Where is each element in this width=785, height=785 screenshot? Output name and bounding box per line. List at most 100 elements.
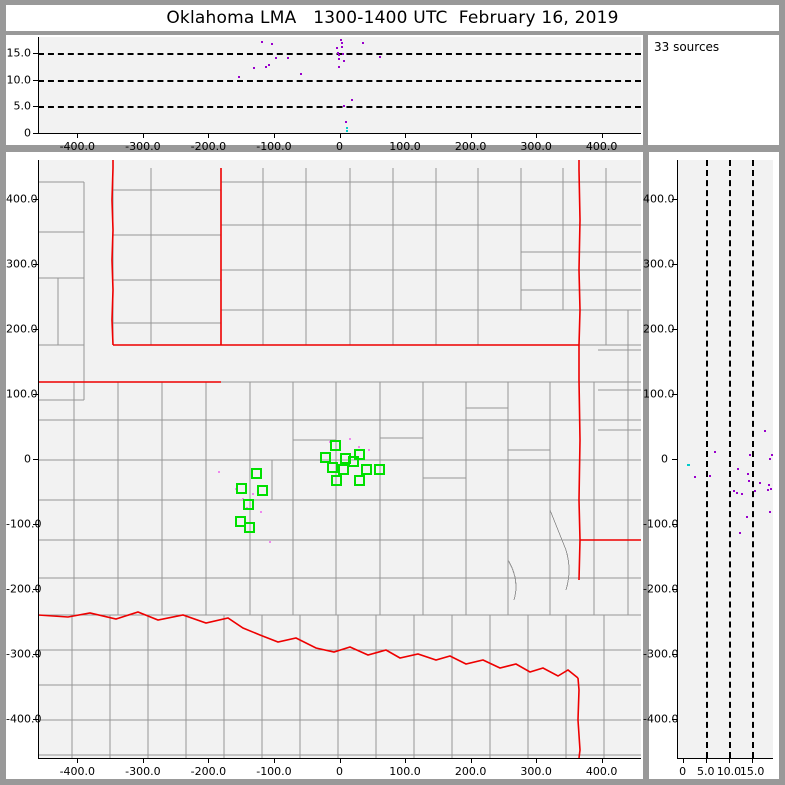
x-axis-tick-label: -300.0 [125, 765, 161, 778]
source-point [340, 41, 343, 44]
source-point [686, 463, 689, 466]
source-point [339, 39, 342, 42]
y-axis-tick-label: -200.0 [643, 582, 679, 596]
y-axis-tick [33, 524, 38, 525]
source-point [268, 63, 271, 66]
y-axis-tick [33, 79, 38, 81]
y-axis-tick-label: 400.0 [6, 192, 38, 206]
lma-station-marker [320, 452, 332, 464]
y-axis-tick [672, 654, 677, 655]
gridline-vertical [728, 160, 731, 758]
y-axis-tick-label: -400.0 [643, 712, 679, 726]
source-point [745, 516, 748, 519]
source-point [736, 468, 739, 471]
x-axis-tick [470, 133, 472, 138]
x-axis-tick [208, 133, 210, 138]
y-axis-tick-label: 100.0 [6, 387, 38, 401]
y-axis-tick-label: 300.0 [6, 257, 38, 271]
x-axis-tick-label: -300.0 [125, 140, 161, 153]
source-point [275, 57, 278, 60]
y-axis-tick-label: 10.0 [6, 73, 32, 87]
source-point [252, 67, 255, 70]
source-point [237, 76, 240, 79]
y-axis-tick-label: 300.0 [643, 257, 675, 271]
source-point [733, 490, 736, 493]
source-point [259, 511, 262, 513]
x-axis-tick [142, 133, 144, 138]
source-point [351, 98, 354, 101]
y-axis-tick [672, 329, 677, 330]
y-axis-tick [672, 264, 677, 265]
x-axis-tick-label: 400.0 [585, 140, 618, 153]
lma-station-marker [348, 455, 360, 467]
lma-station-marker [354, 449, 366, 461]
y-axis-tick [33, 654, 38, 655]
source-point [767, 488, 770, 491]
lma-station-marker [331, 474, 343, 486]
y-axis-tick-label: 400.0 [643, 192, 675, 206]
source-point [362, 42, 365, 45]
lma-station-marker [244, 521, 256, 533]
x-axis-tick [728, 758, 730, 763]
x-axis-tick [273, 133, 275, 138]
source-point [693, 475, 696, 478]
y-axis-tick [672, 394, 677, 395]
x-axis-tick-label: 100.0 [389, 765, 421, 778]
y-axis-tick [33, 106, 38, 108]
x-axis-tick-label: 400.0 [585, 765, 618, 778]
lma-station-marker [236, 483, 248, 495]
map-plan-view-panel: -400.0 -300.0 -200.0 -100.0 0 100.0 200.0 300.0… [6, 152, 643, 779]
x-axis-tick [77, 133, 79, 138]
source-point [749, 453, 752, 456]
source-point [748, 480, 751, 483]
x-axis-tick-label: 0 [679, 765, 687, 778]
gridline-vertical [752, 160, 755, 758]
y-axis-tick [672, 589, 677, 590]
source-point [348, 438, 351, 441]
source-point [378, 56, 381, 59]
y-axis-tick-label: 0 [24, 126, 31, 140]
y-axis-tick-label: -300.0 [6, 647, 42, 661]
source-point [769, 511, 772, 513]
x-axis-tick-label: 5.0 [697, 765, 715, 778]
altitude-vs-east-west-panel: 0 5.0 10.0 15.0 -400.0 -300.0 -200.0 -100.0 0 100… [6, 35, 643, 153]
source-point [346, 129, 349, 132]
source-point [336, 46, 339, 49]
lma-station-marker [256, 484, 268, 496]
y-axis-tick [33, 459, 38, 460]
source-point [342, 53, 345, 55]
source-point [747, 473, 750, 476]
y-axis-tick-label: -100.0 [643, 517, 679, 531]
title-bar: Oklahoma LMA 1300-1400 UTC February 16, … [6, 5, 779, 31]
x-axis-tick [208, 758, 210, 763]
source-point [287, 57, 290, 60]
x-axis-tick [77, 758, 79, 763]
y-axis-tick [33, 329, 38, 330]
y-axis-tick-label: -200.0 [6, 582, 42, 596]
y-axis-tick-label: 0 [24, 452, 31, 466]
y-axis-tick-label: 15.0 [6, 46, 32, 60]
source-point [753, 489, 756, 492]
sources-info-panel: 33 sources [648, 35, 779, 145]
source-point [343, 104, 346, 107]
source-point [346, 127, 349, 130]
altitude-vs-north-south-panel: -400.0 -300.0 -200.0 -100.0 0 100.0 200.0 300.0… [643, 152, 779, 779]
x-axis-tick-label: 300.0 [520, 140, 552, 153]
map-plot-area [38, 160, 641, 758]
source-point [714, 451, 717, 454]
lma-station-marker [234, 515, 246, 527]
y-axis-tick [33, 199, 38, 200]
x-axis-tick-label: 100.0 [389, 140, 421, 153]
source-point [270, 42, 273, 45]
top-panel-y-axis [38, 37, 39, 133]
gridline-horizontal [38, 106, 641, 109]
altitude-vs-east-west-plot-area [38, 37, 641, 133]
source-point [218, 470, 221, 473]
source-point [740, 493, 743, 496]
state-county-boundaries-map [38, 160, 641, 758]
y-axis-tick [672, 199, 677, 200]
right-panel-x-axis [677, 758, 773, 759]
x-axis-tick [142, 758, 144, 763]
y-axis-tick [33, 719, 38, 720]
x-axis-tick [470, 758, 472, 763]
